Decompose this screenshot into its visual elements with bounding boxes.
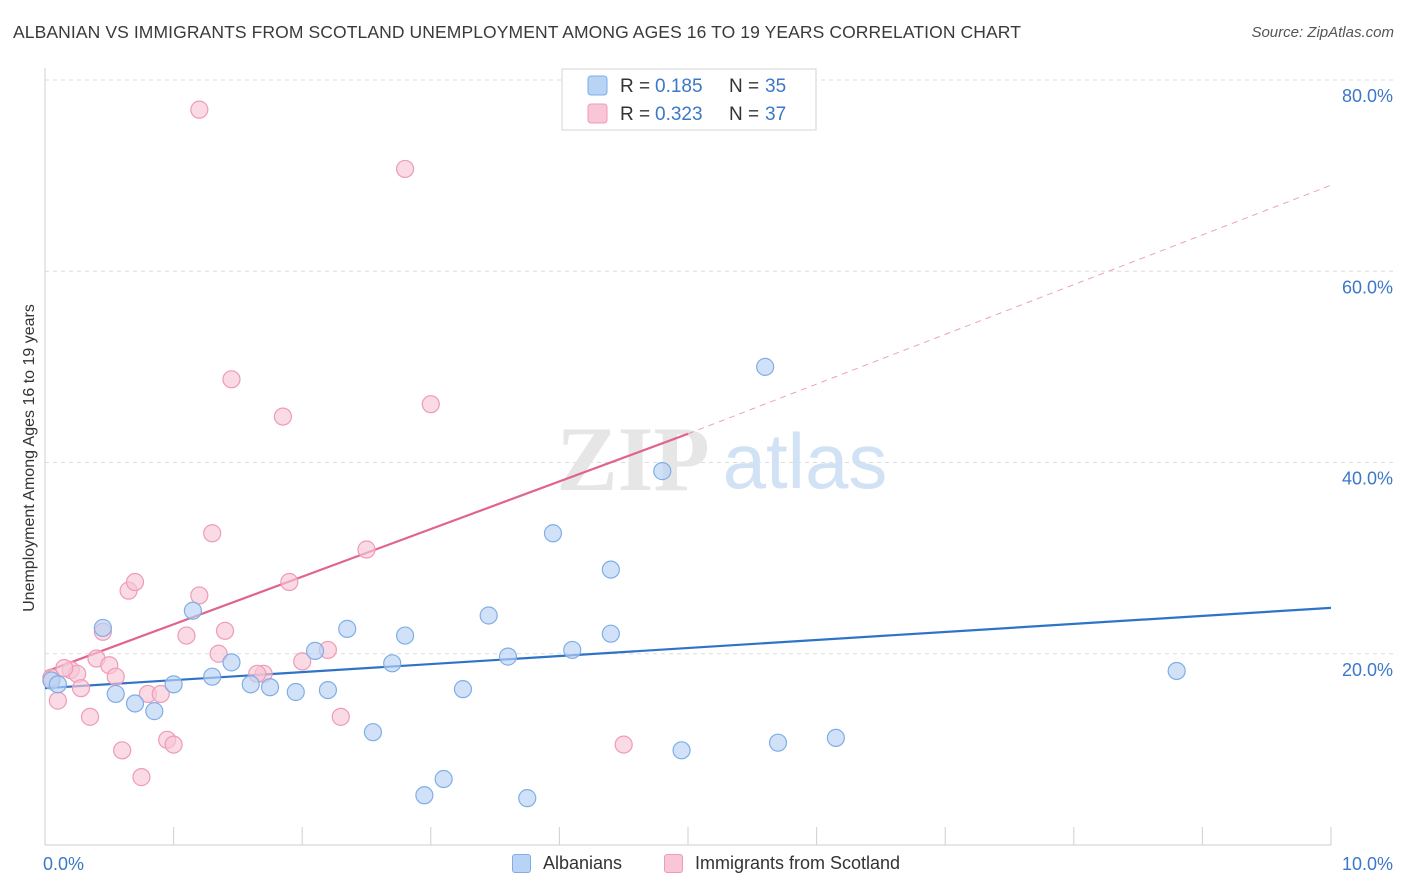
point-blue-28	[601, 624, 620, 643]
point-blue-21	[453, 680, 473, 699]
legend-item-albanians: Albanians	[512, 853, 622, 874]
point-pink-23	[222, 370, 241, 389]
point-pink-27	[293, 652, 312, 671]
series-albanians	[42, 357, 1186, 808]
legend-item-immigrants-from-scotland: Immigrants from Scotland	[664, 853, 900, 874]
point-blue-19	[415, 786, 434, 805]
point-pink-17	[164, 735, 183, 754]
trend-line-0	[44, 606, 1332, 690]
legend-label-immigrants-from-scotland: Immigrants from Scotland	[695, 853, 901, 873]
trend-line-extension-1	[687, 184, 1332, 435]
bottom-legend: Albanians Immigrants from Scotland	[0, 850, 1406, 880]
stats-legend-blue-swatch	[587, 75, 608, 96]
point-pink-34	[190, 100, 209, 119]
point-pink-18	[177, 626, 196, 645]
stats-n-value-pink: 37	[765, 104, 786, 125]
point-blue-12	[286, 682, 305, 702]
y-tick-label-1: 40.0%	[1342, 469, 1393, 489]
stats-n-label-pink: N =	[729, 104, 759, 125]
point-blue-31	[756, 357, 775, 376]
point-blue-10	[241, 675, 260, 694]
y-tick-label-3: 80.0%	[1342, 86, 1393, 106]
axes	[44, 68, 1332, 846]
point-pink-22	[215, 621, 235, 640]
watermark-atlas: atlas	[723, 417, 888, 505]
point-blue-32	[768, 733, 788, 752]
point-blue-33	[826, 728, 845, 748]
point-pink-4	[71, 679, 91, 698]
point-blue-1	[48, 675, 67, 694]
point-pink-19	[190, 586, 209, 605]
point-blue-15	[338, 619, 357, 638]
point-pink-31	[395, 159, 415, 179]
point-blue-34	[1167, 661, 1186, 681]
point-blue-17	[383, 654, 402, 673]
point-blue-30	[672, 741, 691, 760]
point-pink-29	[331, 707, 350, 726]
point-pink-33	[614, 735, 633, 754]
point-blue-8	[203, 667, 222, 686]
point-blue-29	[653, 462, 672, 481]
x-tick-label-1: 10.0%	[1342, 854, 1393, 874]
stats-n-value-blue: 35	[765, 76, 786, 97]
y-tick-label-0: 20.0%	[1342, 660, 1393, 680]
point-blue-6	[164, 675, 183, 694]
point-blue-18	[395, 626, 415, 645]
point-pink-21	[209, 644, 228, 663]
point-pink-25	[273, 407, 293, 426]
point-pink-1	[48, 691, 67, 710]
point-pink-36	[55, 658, 74, 678]
point-blue-23	[498, 647, 518, 666]
chart-title: ALBANIAN VS IMMIGRANTS FROM SCOTLAND UNE…	[13, 22, 1021, 42]
point-pink-32	[421, 395, 440, 414]
point-blue-24	[518, 789, 537, 808]
point-blue-16	[363, 723, 383, 742]
point-pink-30	[357, 540, 376, 559]
point-blue-9	[222, 653, 241, 672]
point-blue-5	[145, 702, 164, 721]
stats-r-label-blue: R =	[620, 76, 650, 97]
x-tick-label-0: 0.0%	[43, 854, 84, 874]
stats-r-value-blue: 0.185	[655, 76, 703, 97]
point-blue-11	[260, 678, 280, 697]
point-blue-3	[106, 684, 125, 704]
point-blue-13	[305, 641, 325, 660]
stats-r-value-pink: 0.323	[655, 104, 703, 125]
gridlines	[45, 79, 1393, 655]
source-label: Source: ZipAtlas.com	[1251, 24, 1394, 41]
watermark-zip: ZIP	[556, 408, 709, 510]
tick-labels: 20.0% 40.0% 60.0% 80.0% 0.0% 10.0%	[43, 86, 1393, 874]
stats-n-label-blue: N =	[729, 76, 759, 97]
stats-legend: R = 0.185 N = 35 R = 0.323 N = 37	[561, 68, 817, 131]
point-blue-27	[601, 560, 620, 579]
point-pink-9	[106, 667, 125, 686]
stats-r-label-pink: R =	[620, 104, 650, 125]
point-pink-13	[132, 768, 151, 787]
point-pink-12	[125, 572, 145, 592]
point-blue-4	[125, 694, 145, 713]
point-pink-26	[280, 572, 299, 592]
point-pink-10	[113, 741, 132, 760]
legend-label-albanians: Albanians	[543, 853, 623, 873]
point-blue-2	[93, 618, 112, 638]
point-blue-7	[183, 601, 202, 620]
point-pink-20	[203, 524, 222, 543]
point-pink-15	[151, 684, 170, 704]
point-pink-5	[80, 707, 100, 726]
stats-legend-pink-swatch	[587, 103, 608, 124]
point-blue-26	[563, 640, 582, 660]
legend-swatch-immigrants-from-scotland	[664, 854, 683, 873]
point-blue-14	[318, 680, 338, 700]
point-blue-22	[479, 606, 498, 625]
y-tick-label-2: 60.0%	[1342, 277, 1393, 297]
point-blue-20	[434, 769, 453, 789]
legend-swatch-albanians	[512, 854, 531, 873]
point-blue-25	[543, 524, 563, 543]
